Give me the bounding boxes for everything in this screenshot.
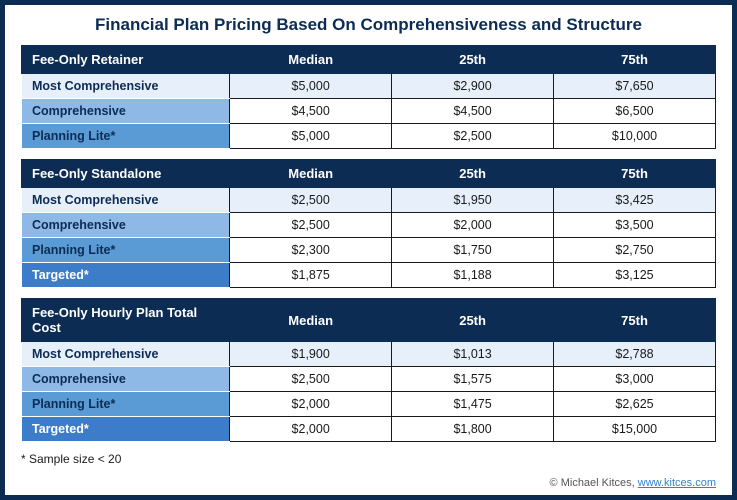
row-label: Planning Lite* [22,392,230,417]
cell-value: $3,425 [554,188,716,213]
cell-value: $1,800 [392,417,554,442]
cell-value: $1,575 [392,367,554,392]
table-row: Planning Lite*$2,300$1,750$2,750 [22,238,716,263]
column-header: Median [230,160,392,188]
cell-value: $2,788 [554,342,716,367]
cell-value: $6,500 [554,99,716,124]
column-header: 75th [554,160,716,188]
cell-value: $2,900 [392,74,554,99]
cell-value: $2,750 [554,238,716,263]
cell-value: $5,000 [230,124,392,149]
pricing-table: Fee-Only Hourly Plan Total CostMedian25t… [21,298,716,442]
row-label: Targeted* [22,263,230,288]
cell-value: $3,125 [554,263,716,288]
cell-value: $4,500 [392,99,554,124]
table-heading: Fee-Only Standalone [22,160,230,188]
table-row: Comprehensive$4,500$4,500$6,500 [22,99,716,124]
cell-value: $2,500 [230,213,392,238]
cell-value: $2,500 [392,124,554,149]
cell-value: $10,000 [554,124,716,149]
row-label: Most Comprehensive [22,342,230,367]
table-row: Most Comprehensive$5,000$2,900$7,650 [22,74,716,99]
cell-value: $2,625 [554,392,716,417]
pricing-table: Fee-Only StandaloneMedian25th75thMost Co… [21,159,716,288]
cell-value: $2,300 [230,238,392,263]
column-header: 75th [554,299,716,342]
column-header: Median [230,46,392,74]
cell-value: $2,500 [230,367,392,392]
credit-line: © Michael Kitces, www.kitces.com [550,477,716,489]
table-row: Most Comprehensive$2,500$1,950$3,425 [22,188,716,213]
page-title: Financial Plan Pricing Based On Comprehe… [21,15,716,35]
table-heading: Fee-Only Hourly Plan Total Cost [22,299,230,342]
cell-value: $1,900 [230,342,392,367]
table-row: Comprehensive$2,500$1,575$3,000 [22,367,716,392]
credit-link[interactable]: www.kitces.com [638,477,716,489]
table-row: Most Comprehensive$1,900$1,013$2,788 [22,342,716,367]
cell-value: $1,188 [392,263,554,288]
cell-value: $2,000 [230,392,392,417]
cell-value: $15,000 [554,417,716,442]
row-label: Comprehensive [22,99,230,124]
cell-value: $2,500 [230,188,392,213]
cell-value: $4,500 [230,99,392,124]
column-header: 25th [392,160,554,188]
pricing-table: Fee-Only RetainerMedian25th75thMost Comp… [21,45,716,149]
cell-value: $2,000 [230,417,392,442]
credit-prefix: © Michael Kitces, [550,477,638,489]
cell-value: $2,000 [392,213,554,238]
table-row: Planning Lite*$2,000$1,475$2,625 [22,392,716,417]
column-header: Median [230,299,392,342]
cell-value: $5,000 [230,74,392,99]
cell-value: $7,650 [554,74,716,99]
row-label: Comprehensive [22,213,230,238]
table-row: Planning Lite*$5,000$2,500$10,000 [22,124,716,149]
cell-value: $3,500 [554,213,716,238]
column-header: 25th [392,46,554,74]
chart-frame: Financial Plan Pricing Based On Comprehe… [0,0,737,500]
column-header: 25th [392,299,554,342]
cell-value: $3,000 [554,367,716,392]
column-header: 75th [554,46,716,74]
cell-value: $1,950 [392,188,554,213]
table-heading: Fee-Only Retainer [22,46,230,74]
row-label: Comprehensive [22,367,230,392]
tables-container: Fee-Only RetainerMedian25th75thMost Comp… [21,45,716,442]
row-label: Planning Lite* [22,124,230,149]
cell-value: $1,750 [392,238,554,263]
table-row: Comprehensive$2,500$2,000$3,500 [22,213,716,238]
row-label: Planning Lite* [22,238,230,263]
row-label: Targeted* [22,417,230,442]
table-row: Targeted*$2,000$1,800$15,000 [22,417,716,442]
cell-value: $1,013 [392,342,554,367]
cell-value: $1,875 [230,263,392,288]
footnote: * Sample size < 20 [21,452,716,466]
table-row: Targeted*$1,875$1,188$3,125 [22,263,716,288]
row-label: Most Comprehensive [22,74,230,99]
row-label: Most Comprehensive [22,188,230,213]
cell-value: $1,475 [392,392,554,417]
